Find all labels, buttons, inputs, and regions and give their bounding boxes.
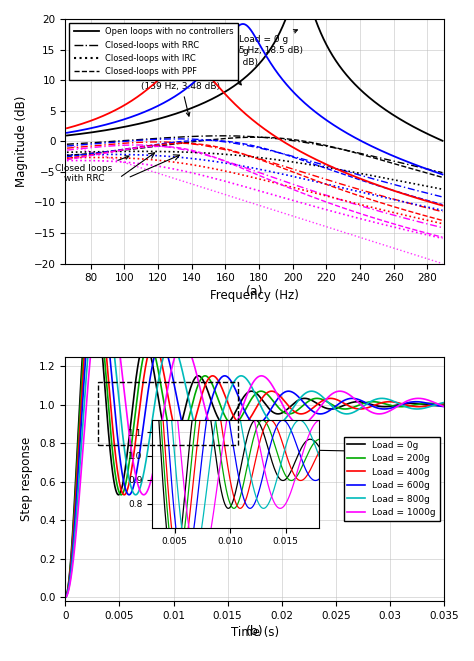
Load = 600g: [345, 395, 351, 403]
Load = 0g: [441, 401, 447, 409]
Line: Load = 1000g: Load = 1000g: [65, 273, 444, 598]
Load = 400g: [345, 402, 351, 410]
Line: Load = 600g: Load = 600g: [65, 273, 444, 598]
Line: Load = 0g: Load = 0g: [65, 273, 444, 598]
Load = 600g: [94, 269, 100, 277]
Load = 200g: [207, 376, 213, 384]
Load = 200g: [290, 409, 295, 417]
Load = 0g: [290, 401, 295, 408]
Load = 0g: [89, 269, 95, 277]
Text: Load = 600 g
(171 Hz, 8.72 dB): Load = 600 g (171 Hz, 8.72 dB): [179, 48, 258, 85]
Load = 200g: [374, 398, 380, 406]
Load = 1000g: [309, 414, 315, 422]
Load = 1000g: [441, 403, 447, 410]
Load = 600g: [207, 400, 213, 408]
Load = 600g: [374, 404, 380, 412]
Load = 800g: [309, 387, 315, 395]
Load = 1000g: [374, 410, 380, 418]
Text: (b): (b): [246, 625, 264, 639]
Load = 800g: [63, 594, 68, 602]
Load = 600g: [63, 594, 68, 602]
Load = 1000g: [290, 416, 295, 424]
Legend: Load = 0g, Load = 200g, Load = 400g, Load = 600g, Load = 800g, Load = 1000g: Load = 0g, Load = 200g, Load = 400g, Loa…: [344, 437, 440, 521]
Legend: Open loops with no controllers, Closed-loops with RRC, Closed-loops with IRC, Cl: Open loops with no controllers, Closed-l…: [70, 23, 238, 80]
Load = 200g: [91, 269, 96, 277]
Load = 400g: [441, 399, 447, 407]
Load = 400g: [374, 401, 380, 408]
Load = 0g: [207, 394, 213, 402]
Y-axis label: Magnitude (dB): Magnitude (dB): [15, 96, 28, 187]
Load = 600g: [309, 407, 315, 414]
Load = 200g: [131, 418, 137, 426]
Y-axis label: Step response: Step response: [20, 437, 33, 521]
Load = 400g: [92, 269, 98, 277]
Load = 1000g: [207, 423, 213, 431]
Load = 400g: [207, 373, 213, 381]
Load = 800g: [345, 410, 351, 418]
Load = 800g: [374, 395, 380, 403]
Load = 200g: [309, 395, 315, 403]
Load = 800g: [98, 269, 103, 277]
Line: Load = 800g: Load = 800g: [65, 273, 444, 598]
Load = 800g: [290, 405, 295, 412]
Load = 800g: [207, 440, 213, 448]
Load = 0g: [309, 397, 315, 405]
Load = 600g: [290, 388, 295, 396]
Load = 600g: [131, 480, 137, 488]
Load = 600g: [441, 403, 447, 410]
Load = 0g: [131, 389, 137, 397]
Load = 200g: [441, 401, 447, 408]
Load = 400g: [290, 406, 295, 414]
Load = 800g: [131, 490, 137, 498]
Load = 1000g: [102, 269, 108, 277]
Load = 1000g: [345, 390, 351, 398]
X-axis label: Time (s): Time (s): [231, 627, 279, 639]
Text: Load = 1000 g
(139 Hz, 3.48 dB): Load = 1000 g (139 Hz, 3.48 dB): [141, 72, 220, 116]
Load = 0g: [345, 400, 351, 408]
Load = 400g: [63, 594, 68, 602]
Line: Load = 400g: Load = 400g: [65, 273, 444, 598]
Load = 200g: [63, 594, 68, 602]
Text: Closed loops
with RRC: Closed loops with RRC: [55, 156, 129, 183]
Load = 0g: [374, 402, 380, 410]
Load = 1000g: [63, 594, 68, 602]
Load = 800g: [441, 399, 447, 407]
Load = 0g: [63, 594, 68, 602]
Bar: [98, 381, 238, 445]
Load = 400g: [131, 447, 137, 455]
X-axis label: Frequency (Hz): Frequency (Hz): [210, 289, 299, 302]
Load = 1000g: [131, 464, 137, 472]
Text: Load = 0 g
(205 Hz, 18.5 dB): Load = 0 g (205 Hz, 18.5 dB): [225, 30, 303, 55]
Text: (a): (a): [246, 286, 264, 298]
Load = 400g: [309, 405, 315, 413]
Load = 200g: [345, 405, 351, 412]
Line: Load = 200g: Load = 200g: [65, 273, 444, 598]
